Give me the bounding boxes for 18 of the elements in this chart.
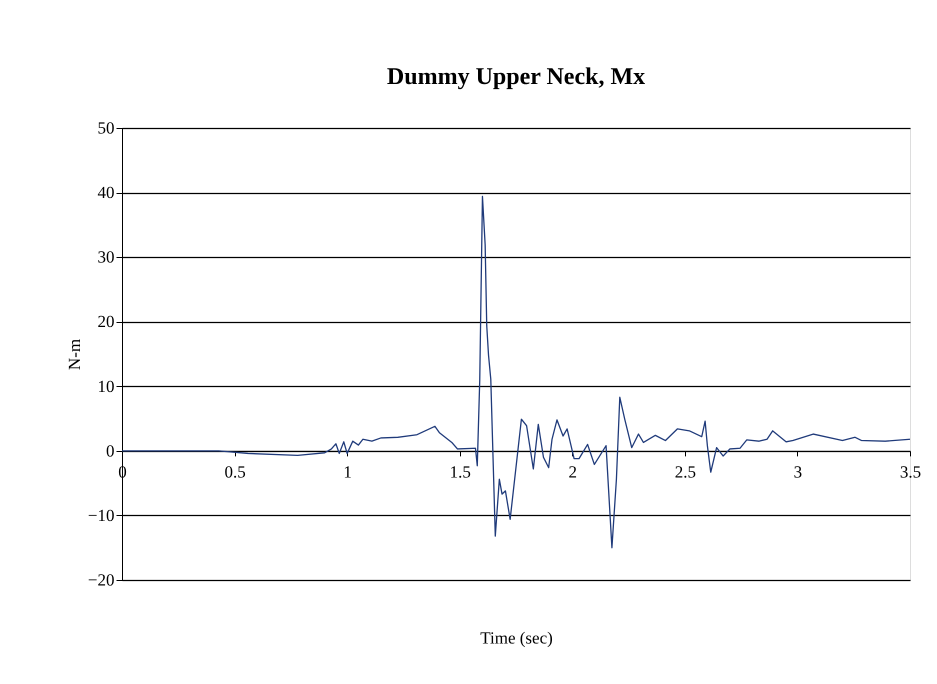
x-tick-label: 0.5 bbox=[224, 462, 246, 482]
y-tick-label: −20 bbox=[88, 570, 114, 590]
y-tick-label: −10 bbox=[88, 506, 114, 525]
x-tick-label: 3 bbox=[794, 462, 802, 482]
x-tick-label: 3.5 bbox=[900, 462, 922, 482]
y-tick-label: 10 bbox=[98, 376, 114, 396]
x-tick-label: 2 bbox=[568, 462, 578, 482]
x-axis-title: Time (sec) bbox=[480, 628, 553, 648]
y-tick-label: 30 bbox=[98, 248, 114, 267]
y-tick-label: 50 bbox=[98, 118, 114, 138]
chart-title: Dummy Upper Neck, Mx bbox=[386, 64, 646, 90]
x-tick-label: 2.5 bbox=[674, 462, 696, 482]
y-tick-label: 20 bbox=[98, 312, 114, 332]
x-tick-label: 1 bbox=[343, 462, 352, 482]
y-tick-label: 0 bbox=[106, 441, 114, 460]
y-axis-title: N-m bbox=[64, 338, 84, 370]
y-tick-label: 40 bbox=[98, 183, 114, 202]
x-tick-label: 1.5 bbox=[450, 462, 471, 482]
